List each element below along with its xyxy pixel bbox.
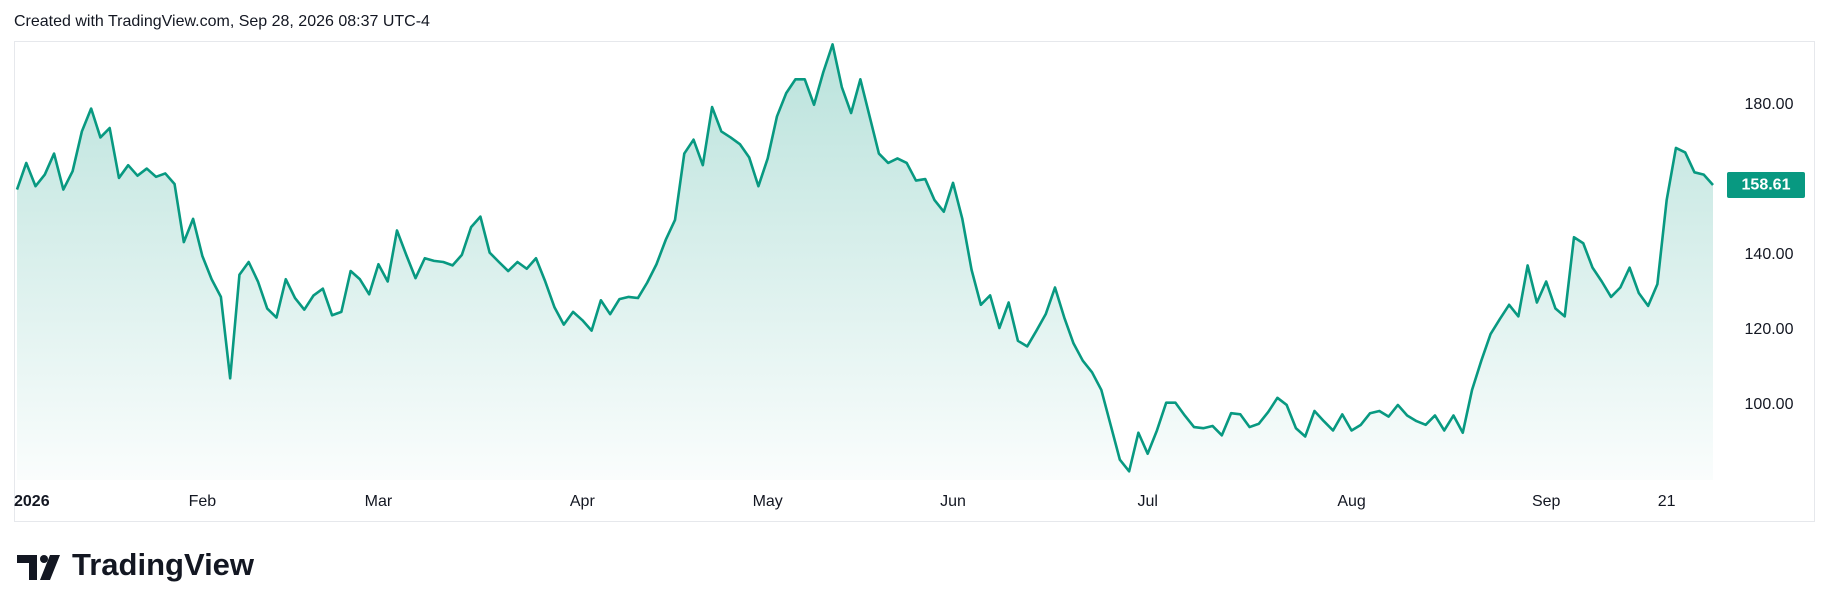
x-tick-label: Sep [1532,493,1561,510]
y-tick-label: 120.00 [1745,321,1794,338]
x-tick-label: Jul [1137,493,1157,510]
price-line [15,43,1714,473]
x-tick-label: Feb [189,493,217,510]
x-tick-label: Jun [940,493,966,510]
x-tick-label: Mar [365,493,393,510]
y-tick-label: 100.00 [1745,396,1794,413]
logo-icon [40,555,60,580]
x-tick-label: May [753,493,783,510]
plot-area [15,43,1714,480]
logo [17,555,60,580]
header: Created with TradingView.com, Sep 28, 20… [14,13,430,30]
last-price-label: 158.61 [1742,176,1791,193]
last-price-tag [1727,172,1805,199]
y-tick-label: 140.00 [1745,246,1794,263]
chart-frame [14,41,1815,522]
area-fill [17,44,1713,480]
logo-icon [17,555,37,580]
x-tick-label: Apr [570,493,596,510]
brand: TradingView [72,547,255,582]
logo-icon [40,555,48,563]
x-tick-label: Aug [1337,493,1365,510]
x-tick-label: 21 [1658,493,1676,510]
x-tick-label: 2026 [14,493,50,510]
y-tick-label: 180.00 [1745,96,1794,113]
